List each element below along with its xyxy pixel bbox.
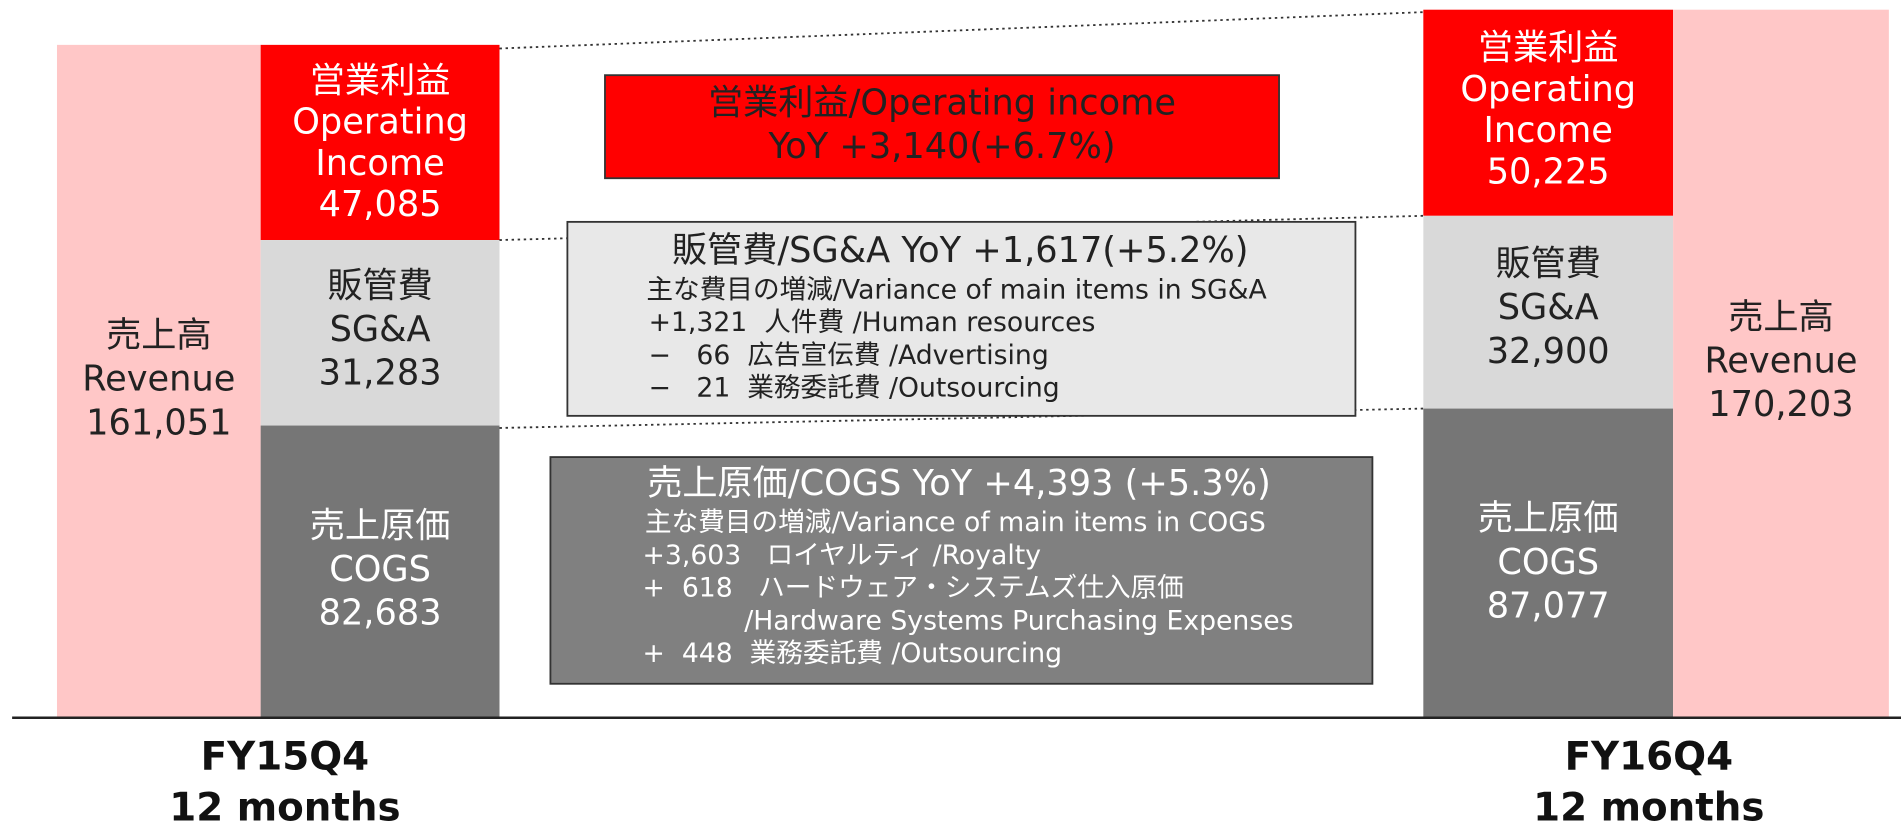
- variance-item: − 66 広告宣伝費 /Advertising: [649, 340, 1049, 371]
- block-label: 売上高: [1728, 297, 1833, 338]
- sga-block: [1423, 215, 1674, 409]
- block-label: 売上高: [106, 315, 211, 356]
- variance-item: +1,321 人件費 /Human resources: [649, 307, 1096, 338]
- block-label: COGS: [329, 549, 431, 590]
- variance-item: + 618 ハードウェア・システムズ仕入原価: [643, 573, 1184, 604]
- block-label: Income: [1484, 110, 1613, 151]
- block-label: 87,077: [1487, 585, 1610, 626]
- variance-subtitle: 主な費目の増減/Variance of main items in SG&A: [646, 274, 1267, 305]
- block-label: 32,900: [1487, 331, 1610, 372]
- variance-title: 売上原価/COGS YoY +4,393 (+5.3%): [647, 463, 1271, 504]
- variance-title: 販管費/SG&A YoY +1,617(+5.2%): [672, 230, 1249, 271]
- cogs-block: [260, 425, 500, 718]
- block-label: Operating: [1460, 69, 1636, 110]
- variance-title: YoY +3,140(+6.7%): [767, 126, 1115, 167]
- block-label: 営業利益: [310, 60, 451, 101]
- variance-item: /Hardware Systems Purchasing Expenses: [643, 605, 1294, 636]
- block-label: Operating: [292, 102, 468, 143]
- revenue-block: [1673, 9, 1889, 718]
- block-label: 販管費: [1495, 244, 1600, 285]
- block-label: SG&A: [1498, 287, 1599, 328]
- period-label: FY15Q4: [201, 734, 370, 779]
- block-label: 営業利益: [1478, 28, 1619, 69]
- block-label: 82,683: [319, 593, 442, 634]
- block-label: Revenue: [82, 359, 235, 400]
- cogs-variance-box: [549, 456, 1374, 685]
- block-label: Income: [315, 143, 444, 184]
- sga-variance-box: [566, 220, 1357, 417]
- block-label: 31,283: [319, 353, 442, 394]
- block-label: 170,203: [1708, 384, 1853, 425]
- oi-variance-box: [604, 74, 1280, 180]
- variance-item: + 448 業務委託費 /Outsourcing: [643, 638, 1063, 669]
- variance-title: 営業利益/Operating income: [708, 82, 1176, 123]
- block-label: COGS: [1497, 542, 1599, 583]
- block-label: 161,051: [86, 402, 231, 443]
- block-label: 販管費: [327, 265, 432, 306]
- block-label: SG&A: [330, 309, 431, 350]
- cogs-block: [1423, 408, 1674, 718]
- block-label: 50,225: [1487, 151, 1610, 192]
- operating-income-block: [260, 44, 500, 241]
- revenue-block: [56, 44, 261, 718]
- period-label: 12 months: [169, 785, 400, 830]
- variance-item: − 21 業務委託費 /Outsourcing: [649, 373, 1060, 404]
- period-label: 12 months: [1533, 785, 1764, 830]
- block-label: 47,085: [319, 184, 442, 225]
- block-label: 売上原価: [1478, 498, 1619, 539]
- block-label: 売上原価: [310, 505, 451, 546]
- variance-item: +3,603 ロイヤルティ /Royalty: [643, 540, 1041, 571]
- sga-block: [260, 240, 500, 426]
- operating-income-block: [1423, 9, 1674, 216]
- period-label: FY16Q4: [1565, 734, 1734, 779]
- block-label: Revenue: [1704, 341, 1857, 382]
- variance-subtitle: 主な費目の増減/Variance of main items in COGS: [645, 507, 1266, 538]
